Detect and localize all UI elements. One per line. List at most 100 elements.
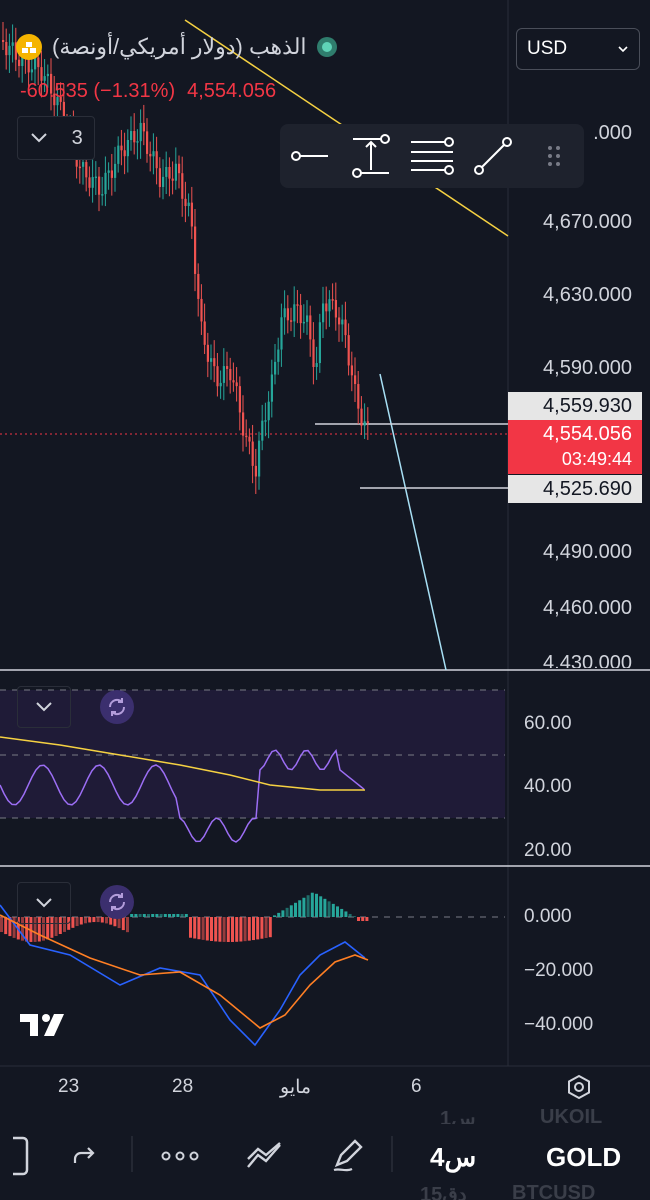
- macd-bar: [281, 910, 285, 917]
- candle-body: [152, 151, 155, 157]
- macd-histogram: [0, 892, 369, 942]
- macd-bar: [180, 914, 184, 917]
- macd-bar: [214, 917, 218, 942]
- candle-body: [50, 73, 53, 94]
- macd-bar: [88, 917, 92, 923]
- macd-bar: [151, 914, 155, 917]
- refresh-icon[interactable]: [100, 885, 134, 919]
- candle-body: [27, 56, 30, 73]
- currency-value: USD: [527, 38, 568, 59]
- macd-bar: [247, 917, 251, 941]
- redo-icon[interactable]: [64, 1136, 104, 1176]
- gold-bars-icon: [16, 34, 42, 60]
- symbol-header[interactable]: الذهب (دولار أمريكي/أونصة): [16, 34, 337, 60]
- price-tick: 4,630.000: [543, 284, 632, 306]
- more-icon[interactable]: [160, 1136, 200, 1176]
- candle-body: [174, 163, 177, 181]
- macd-bar: [294, 902, 297, 917]
- layout-icon[interactable]: [0, 1136, 40, 1176]
- rsi-tick: 60.00: [524, 713, 572, 734]
- candle-body: [133, 131, 136, 143]
- candle-body: [46, 73, 49, 77]
- watchlist-next[interactable]: BTCUSD: [512, 1182, 596, 1200]
- date-tick: مايو: [280, 1077, 312, 1098]
- candle-body: [43, 76, 46, 81]
- trend-line-icon[interactable]: [470, 133, 516, 179]
- candle-body: [315, 363, 318, 367]
- currency-select[interactable]: USD: [516, 28, 640, 70]
- indicators-toggle-button[interactable]: 3: [17, 116, 95, 160]
- lower-level-tag: 4,525.690: [508, 475, 642, 503]
- chevron-down-icon: [31, 133, 47, 143]
- candle-body: [126, 139, 129, 157]
- drag-handle-icon[interactable]: [531, 133, 577, 179]
- macd-bar: [155, 914, 159, 917]
- chevron-down-icon: [36, 898, 52, 908]
- macd-bar: [327, 901, 331, 917]
- interval-prev[interactable]: 1س: [440, 1108, 476, 1124]
- candle-body: [120, 145, 123, 151]
- macd-bar: [25, 917, 29, 942]
- candle-body: [104, 172, 107, 195]
- macd-bar: [357, 917, 360, 921]
- macd-bar: [159, 914, 163, 917]
- price-range-icon[interactable]: [348, 133, 394, 179]
- last-price: 4,554.056: [187, 80, 277, 102]
- candle-body: [34, 57, 37, 70]
- candle-body: [114, 163, 117, 178]
- macd-bar: [273, 915, 276, 917]
- macd-bar: [365, 917, 369, 921]
- price-change: -60.535 (−1.31%): [20, 80, 176, 102]
- macd-bar: [0, 917, 3, 932]
- candle-body: [8, 45, 11, 56]
- price-tick: 4,670.000: [543, 211, 632, 233]
- indicators-icon[interactable]: [244, 1136, 284, 1176]
- candle-body: [91, 177, 94, 188]
- candle-body: [181, 173, 184, 199]
- macd-bar: [289, 905, 293, 917]
- current-price: 4,554.056: [543, 423, 632, 445]
- interval-current[interactable]: 4س: [430, 1142, 477, 1172]
- watchlist-prev[interactable]: UKOIL: [540, 1106, 603, 1124]
- candle-body: [232, 380, 235, 383]
- parallel-lines-icon[interactable]: [409, 133, 455, 179]
- drawn-line: [379, 373, 447, 671]
- candle-body: [158, 168, 161, 187]
- candle-body: [274, 361, 277, 375]
- candle-body: [18, 59, 21, 66]
- candle-body: [264, 420, 267, 422]
- refresh-icon[interactable]: [100, 690, 134, 724]
- live-status-icon: [316, 37, 337, 57]
- pen-icon[interactable]: [328, 1136, 368, 1176]
- macd-bar: [130, 914, 134, 917]
- hexagon-settings-icon[interactable]: [566, 1074, 592, 1105]
- macd-bar: [340, 908, 344, 917]
- macd-bar: [197, 917, 201, 940]
- candle-body: [296, 304, 299, 306]
- rsi-collapse-button[interactable]: [17, 686, 71, 728]
- watchlist-current[interactable]: GOLD: [546, 1142, 622, 1172]
- candle-body: [248, 436, 251, 442]
- macd-collapse-button[interactable]: [17, 882, 71, 924]
- candle-body: [357, 384, 360, 409]
- candle-body: [366, 421, 369, 423]
- candle-body: [312, 339, 315, 367]
- chevron-down-icon: [36, 702, 52, 712]
- rsi-tick: 20.00: [524, 840, 572, 861]
- candle-body: [331, 299, 334, 301]
- candle-body: [350, 365, 353, 376]
- candle-body: [360, 408, 363, 426]
- macd-bar: [239, 917, 243, 942]
- candle-body: [210, 358, 213, 362]
- candle-body: [238, 386, 241, 413]
- macd-bar: [331, 903, 335, 917]
- interval-next[interactable]: 15دق: [420, 1184, 467, 1200]
- candle-body: [194, 226, 197, 274]
- candle-body: [94, 176, 97, 179]
- signal-line: [0, 914, 369, 1029]
- horizontal-ray-icon[interactable]: [287, 133, 333, 179]
- rsi-line: [0, 748, 365, 843]
- candle-body: [130, 131, 133, 140]
- candle-body: [85, 162, 88, 178]
